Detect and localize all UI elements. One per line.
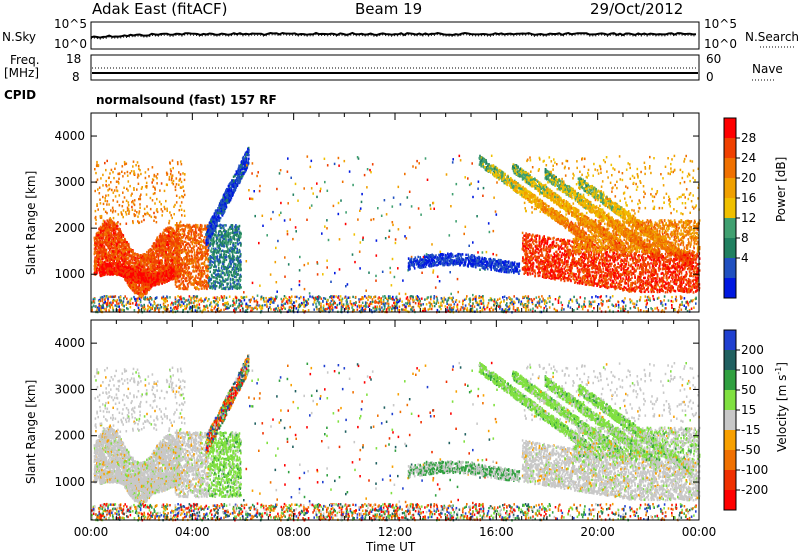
noise-panel-frame bbox=[90, 21, 700, 50]
colorbar-tick: 15 bbox=[741, 403, 756, 417]
cpid-label: CPID bbox=[4, 88, 36, 102]
colorbar-swatch bbox=[724, 390, 736, 411]
colorbar-tick: 50 bbox=[741, 383, 756, 397]
ytick-label: 3000 bbox=[54, 175, 85, 189]
ytick-label: 4000 bbox=[54, 336, 85, 350]
xtick-label: 00:00 bbox=[682, 525, 717, 539]
freq-tick-low: 8 bbox=[72, 70, 80, 84]
nave-label: Nave bbox=[752, 62, 783, 76]
colorbar-tick: 16 bbox=[741, 191, 756, 205]
freq-panel-frame bbox=[90, 54, 700, 81]
colorbar-swatch bbox=[724, 158, 736, 179]
colorbar-tick: 200 bbox=[741, 343, 764, 357]
velocity-colorbar: 200 100 50 15 -15 -50 -100 -200 bbox=[723, 329, 768, 511]
colorbar-tick: 12 bbox=[741, 211, 756, 225]
ytick-label: 4000 bbox=[54, 129, 85, 143]
colorbar-swatch bbox=[724, 278, 736, 299]
nsearch-tick-high: 10^5 bbox=[704, 17, 737, 31]
ytick-label: 2000 bbox=[54, 221, 85, 235]
power-xticks bbox=[90, 113, 700, 312]
nsearch-label: N.Search bbox=[745, 30, 799, 44]
colorbar-swatch bbox=[724, 350, 736, 371]
nave-tick-high: 60 bbox=[706, 52, 721, 66]
date-title: 29/Oct/2012 bbox=[590, 0, 683, 18]
colorbar-tick: 8 bbox=[741, 231, 749, 245]
nsearch-tick-low: 10^0 bbox=[704, 37, 737, 51]
xtick-label: 08:00 bbox=[276, 525, 311, 539]
cpid-value: normalsound (fast) 157 RF bbox=[96, 93, 277, 107]
beam-title: Beam 19 bbox=[355, 0, 422, 18]
ytick-label: 1000 bbox=[54, 475, 85, 489]
freq-label: Freq. bbox=[10, 53, 40, 67]
ytick-label: 1000 bbox=[54, 267, 85, 281]
power-yticks: 1000 2000 3000 4000 bbox=[54, 129, 699, 281]
colorbar-swatch bbox=[724, 430, 736, 451]
freq-tick-high: 18 bbox=[66, 52, 81, 66]
colorbar-tick: 100 bbox=[741, 363, 764, 377]
colorbar-swatch bbox=[724, 410, 736, 431]
nsky-tick-high: 10^5 bbox=[54, 17, 87, 31]
xtick-label: 20:00 bbox=[580, 525, 615, 539]
colorbar-tick: -200 bbox=[741, 483, 768, 497]
colorbar-tick: 4 bbox=[741, 251, 749, 265]
colorbar-tick: 20 bbox=[741, 171, 756, 185]
velocity-scatter bbox=[91, 354, 701, 522]
colorbar-swatch bbox=[724, 450, 736, 471]
colorbar-tick: 24 bbox=[741, 151, 756, 165]
power-scatter bbox=[91, 146, 701, 314]
colorbar-swatch bbox=[724, 470, 736, 491]
colorbar-swatch bbox=[724, 258, 736, 279]
xaxis-title: Time UT bbox=[366, 540, 415, 554]
colorbar-swatch bbox=[724, 370, 736, 391]
colorbar-swatch bbox=[724, 118, 736, 139]
xtick-label: 04:00 bbox=[175, 525, 210, 539]
nave-tick-low: 0 bbox=[706, 70, 714, 84]
colorbar-tick: -100 bbox=[741, 463, 768, 477]
colorbar-swatch bbox=[724, 330, 736, 351]
colorbar-swatch bbox=[724, 218, 736, 239]
colorbar-swatch bbox=[724, 490, 736, 511]
colorbar-tick: -50 bbox=[741, 443, 761, 457]
colorbar-tick: 28 bbox=[741, 131, 756, 145]
ytick-label: 2000 bbox=[54, 429, 85, 443]
nsky-tick-low: 10^0 bbox=[54, 37, 87, 51]
colorbar-tick: -15 bbox=[741, 423, 761, 437]
freq-unit-label: [MHz] bbox=[4, 66, 39, 80]
xtick-label: 16:00 bbox=[479, 525, 514, 539]
nsky-label: N.Sky bbox=[2, 30, 36, 44]
xtick-label: 12:00 bbox=[378, 525, 413, 539]
colorbar-swatch bbox=[724, 198, 736, 219]
velocity-xticks: 00:00 04:00 08:00 12:00 16:00 20:00 00:00 bbox=[74, 320, 717, 539]
xtick-label: 00:00 bbox=[74, 525, 109, 539]
station-title: Adak East (fitACF) bbox=[92, 0, 227, 18]
colorbar-swatch bbox=[724, 238, 736, 259]
noise-line bbox=[90, 31, 697, 39]
ytick-label: 3000 bbox=[54, 382, 85, 396]
velocity-yticks: 1000 2000 3000 4000 bbox=[54, 336, 699, 489]
colorbar-swatch bbox=[724, 178, 736, 199]
power-colorbar: 28 24 20 16 12 8 4 bbox=[723, 117, 756, 299]
colorbar-swatch bbox=[724, 138, 736, 159]
